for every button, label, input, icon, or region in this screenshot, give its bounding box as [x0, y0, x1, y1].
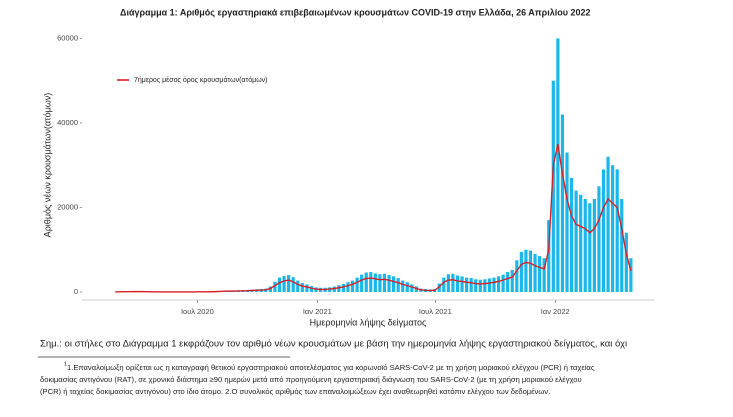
bar	[391, 276, 396, 292]
bar	[287, 275, 291, 292]
x-tick-label: Ιουλ 2020	[181, 307, 214, 316]
bar	[309, 286, 314, 292]
bar	[451, 273, 455, 292]
bar	[556, 38, 560, 292]
bar	[542, 258, 546, 292]
y-tick-label: 40000	[57, 118, 78, 127]
bar	[337, 285, 341, 292]
bar	[291, 277, 295, 292]
bar	[510, 270, 514, 292]
bar	[478, 279, 482, 292]
bar	[483, 279, 487, 292]
bar	[277, 277, 282, 292]
chart-title: Διάγραμμα 1: Αριθμός εργαστηριακά επιβεβ…	[120, 7, 591, 17]
bar	[624, 232, 628, 292]
remark: Σημ.: οι στήλες στο Διάγραμμα 1 εκφράζου…	[40, 339, 627, 350]
bar	[501, 274, 505, 292]
bar	[528, 250, 533, 292]
bar	[588, 203, 592, 292]
line	[115, 143, 632, 293]
legend-label: 7ήμερος μέσος όρος κρουσμάτων(ατόμων)	[134, 76, 268, 84]
bar	[487, 278, 492, 292]
bar	[465, 277, 469, 292]
bar	[611, 165, 615, 292]
bar	[592, 199, 596, 292]
bar	[579, 194, 583, 292]
bar	[519, 251, 523, 292]
y-axis-label: Αριθμός νέων κρουσμάτων(ατόμων)	[42, 93, 52, 238]
bar	[565, 152, 569, 292]
x-tick-label: Ιαν 2022	[541, 307, 570, 316]
bar	[341, 283, 346, 292]
bar	[360, 274, 364, 292]
bar	[620, 199, 624, 292]
bar	[492, 277, 496, 292]
bar	[300, 283, 304, 292]
y-tick-label: 0	[74, 287, 78, 296]
bar	[350, 280, 355, 292]
bar	[446, 274, 450, 292]
bar	[574, 190, 578, 292]
bar	[410, 284, 414, 292]
bar	[569, 177, 574, 292]
bar	[396, 278, 400, 292]
y-tick-label: 20000	[57, 202, 78, 211]
bar	[583, 199, 587, 292]
bar	[615, 169, 619, 292]
bar	[305, 284, 309, 292]
bar	[597, 186, 601, 292]
bar	[373, 273, 377, 292]
bar	[506, 272, 510, 292]
bar	[601, 169, 606, 292]
bar	[346, 282, 350, 292]
footnote-mark: 1	[64, 361, 67, 367]
bar	[524, 249, 528, 292]
x-tick-label: Ιαν 2021	[303, 307, 332, 316]
bar	[364, 272, 368, 292]
bar	[547, 220, 551, 292]
bar	[629, 258, 633, 292]
bar	[455, 275, 460, 292]
bar	[442, 277, 446, 292]
bar	[387, 275, 391, 292]
bar	[382, 273, 387, 292]
bar	[296, 280, 300, 292]
bar	[273, 281, 277, 292]
bar	[474, 279, 478, 292]
bar	[401, 280, 405, 292]
bar	[496, 276, 501, 292]
bar	[369, 272, 373, 292]
y-tick-label: 60000	[57, 33, 78, 42]
x-tick-label: Ιουλ 2021	[419, 307, 452, 316]
footnote-line: 1.Επαναλοίμωξη ορίζεται ως η καταγραφή θ…	[67, 363, 595, 372]
bar	[533, 253, 537, 292]
bar	[551, 80, 555, 292]
bar	[282, 275, 286, 292]
bar	[606, 156, 610, 292]
bar	[515, 260, 519, 292]
footnote-line: (PCR) ή ταχείας δοκιμασίας αντιγόνου) στ…	[40, 387, 550, 396]
bar	[538, 256, 542, 292]
bar	[469, 278, 473, 292]
bar	[560, 114, 565, 292]
bar	[405, 282, 409, 292]
bar	[378, 274, 382, 292]
bar	[355, 277, 359, 292]
bar	[460, 276, 464, 292]
x-axis-label: Ημερομηνία λήψης δείγματος	[310, 317, 427, 327]
footnote-line: δοκιμασίας αντιγόνου (RAT), σε χρονικό δ…	[40, 375, 582, 384]
